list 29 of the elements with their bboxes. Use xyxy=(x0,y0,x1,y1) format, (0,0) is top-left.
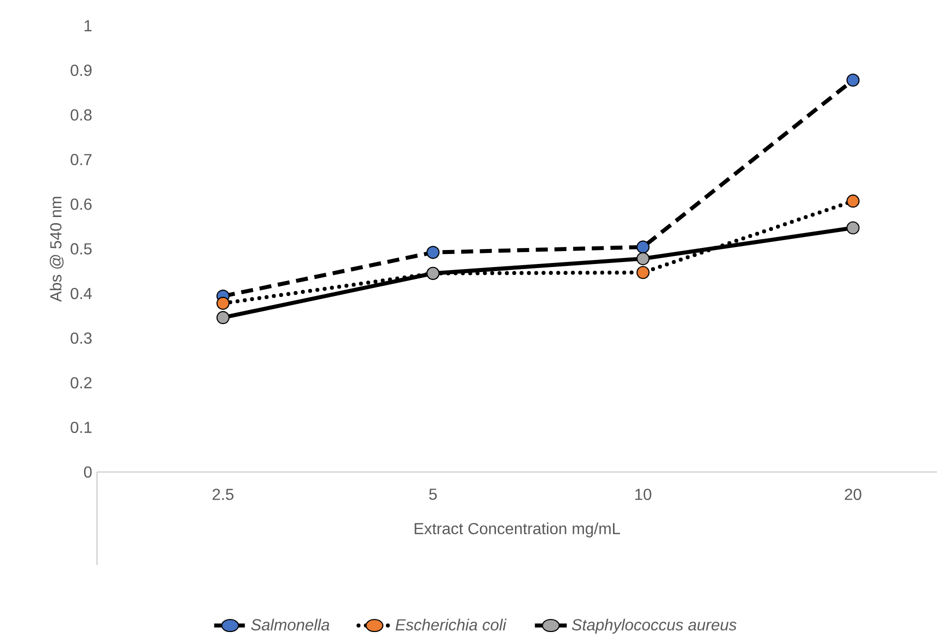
point xyxy=(426,246,440,259)
y-tick-label: 0.4 xyxy=(70,288,92,300)
x-tick-label: 2.5 xyxy=(212,488,234,500)
y-tick-label: 0.3 xyxy=(70,332,92,344)
x-tick-label: 20 xyxy=(844,488,862,500)
x-tick-label: 10 xyxy=(635,488,652,500)
y-tick-label: 0 xyxy=(84,466,92,478)
point xyxy=(636,266,650,280)
point xyxy=(636,240,650,254)
y-tick-label: 0.7 xyxy=(70,154,92,166)
y-tick-label: 0.6 xyxy=(70,198,92,210)
y-tick-label: 0.2 xyxy=(70,377,92,388)
y-tick-label: 0.9 xyxy=(70,64,92,76)
point xyxy=(846,74,860,87)
point xyxy=(846,194,860,208)
y-tick-label: 0.8 xyxy=(70,109,92,121)
legend-label: Staphylococcus aureus xyxy=(572,618,736,634)
y-axis-title: Abs @ 540 nm xyxy=(50,196,64,302)
y-tick-label: 1 xyxy=(84,20,92,32)
legend-label: Salmonella xyxy=(251,618,330,630)
point xyxy=(846,221,860,234)
x-axis-title: Extract Concentration mg/mL xyxy=(414,522,620,538)
legend-label: Escherichia coli xyxy=(396,618,507,630)
y-tick-label: 0.1 xyxy=(70,422,92,434)
y-tick-label: 0.5 xyxy=(70,243,92,254)
x-tick-label: 5 xyxy=(429,488,437,500)
point xyxy=(636,252,650,266)
point xyxy=(216,296,230,310)
point xyxy=(216,311,230,324)
